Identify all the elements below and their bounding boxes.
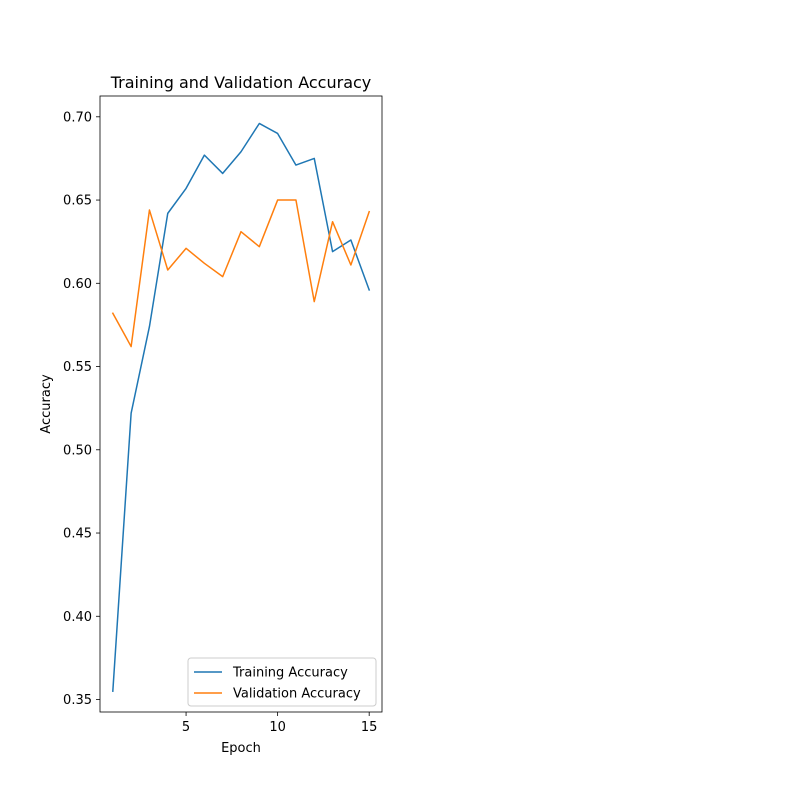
x-tick-label: 15 bbox=[361, 720, 378, 735]
plot-area bbox=[99, 95, 383, 713]
y-tick-label: 0.45 bbox=[63, 527, 92, 542]
series-line-0 bbox=[112, 122, 371, 692]
legend-label-0: Training Accuracy bbox=[232, 666, 348, 681]
y-axis: 0.35 0.40 0.45 0.50 0.55 0.60 0.65 0.70 bbox=[63, 110, 100, 708]
legend: Training Accuracy Validation Accuracy bbox=[187, 657, 377, 707]
chart-title: Training and Validation Accuracy bbox=[110, 73, 372, 92]
y-tick-label: 0.35 bbox=[63, 693, 92, 708]
y-tick-label: 0.65 bbox=[63, 194, 92, 209]
legend-label-1: Validation Accuracy bbox=[233, 687, 361, 702]
plot-frame bbox=[99, 95, 383, 713]
legend-box bbox=[187, 657, 377, 707]
x-tick-label: 5 bbox=[182, 720, 190, 735]
y-tick-label: 0.55 bbox=[63, 360, 92, 375]
y-tick-label: 0.70 bbox=[63, 110, 92, 125]
x-tick-label: 10 bbox=[269, 720, 286, 735]
y-axis-label: Accuracy bbox=[39, 374, 54, 434]
y-tick-label: 0.50 bbox=[63, 443, 92, 458]
x-axis-label: Epoch bbox=[221, 741, 261, 756]
y-tick-label: 0.40 bbox=[63, 610, 92, 625]
series-line-1 bbox=[111, 199, 371, 348]
x-axis: 5 10 15 bbox=[182, 712, 378, 735]
y-tick-label: 0.60 bbox=[63, 277, 92, 292]
